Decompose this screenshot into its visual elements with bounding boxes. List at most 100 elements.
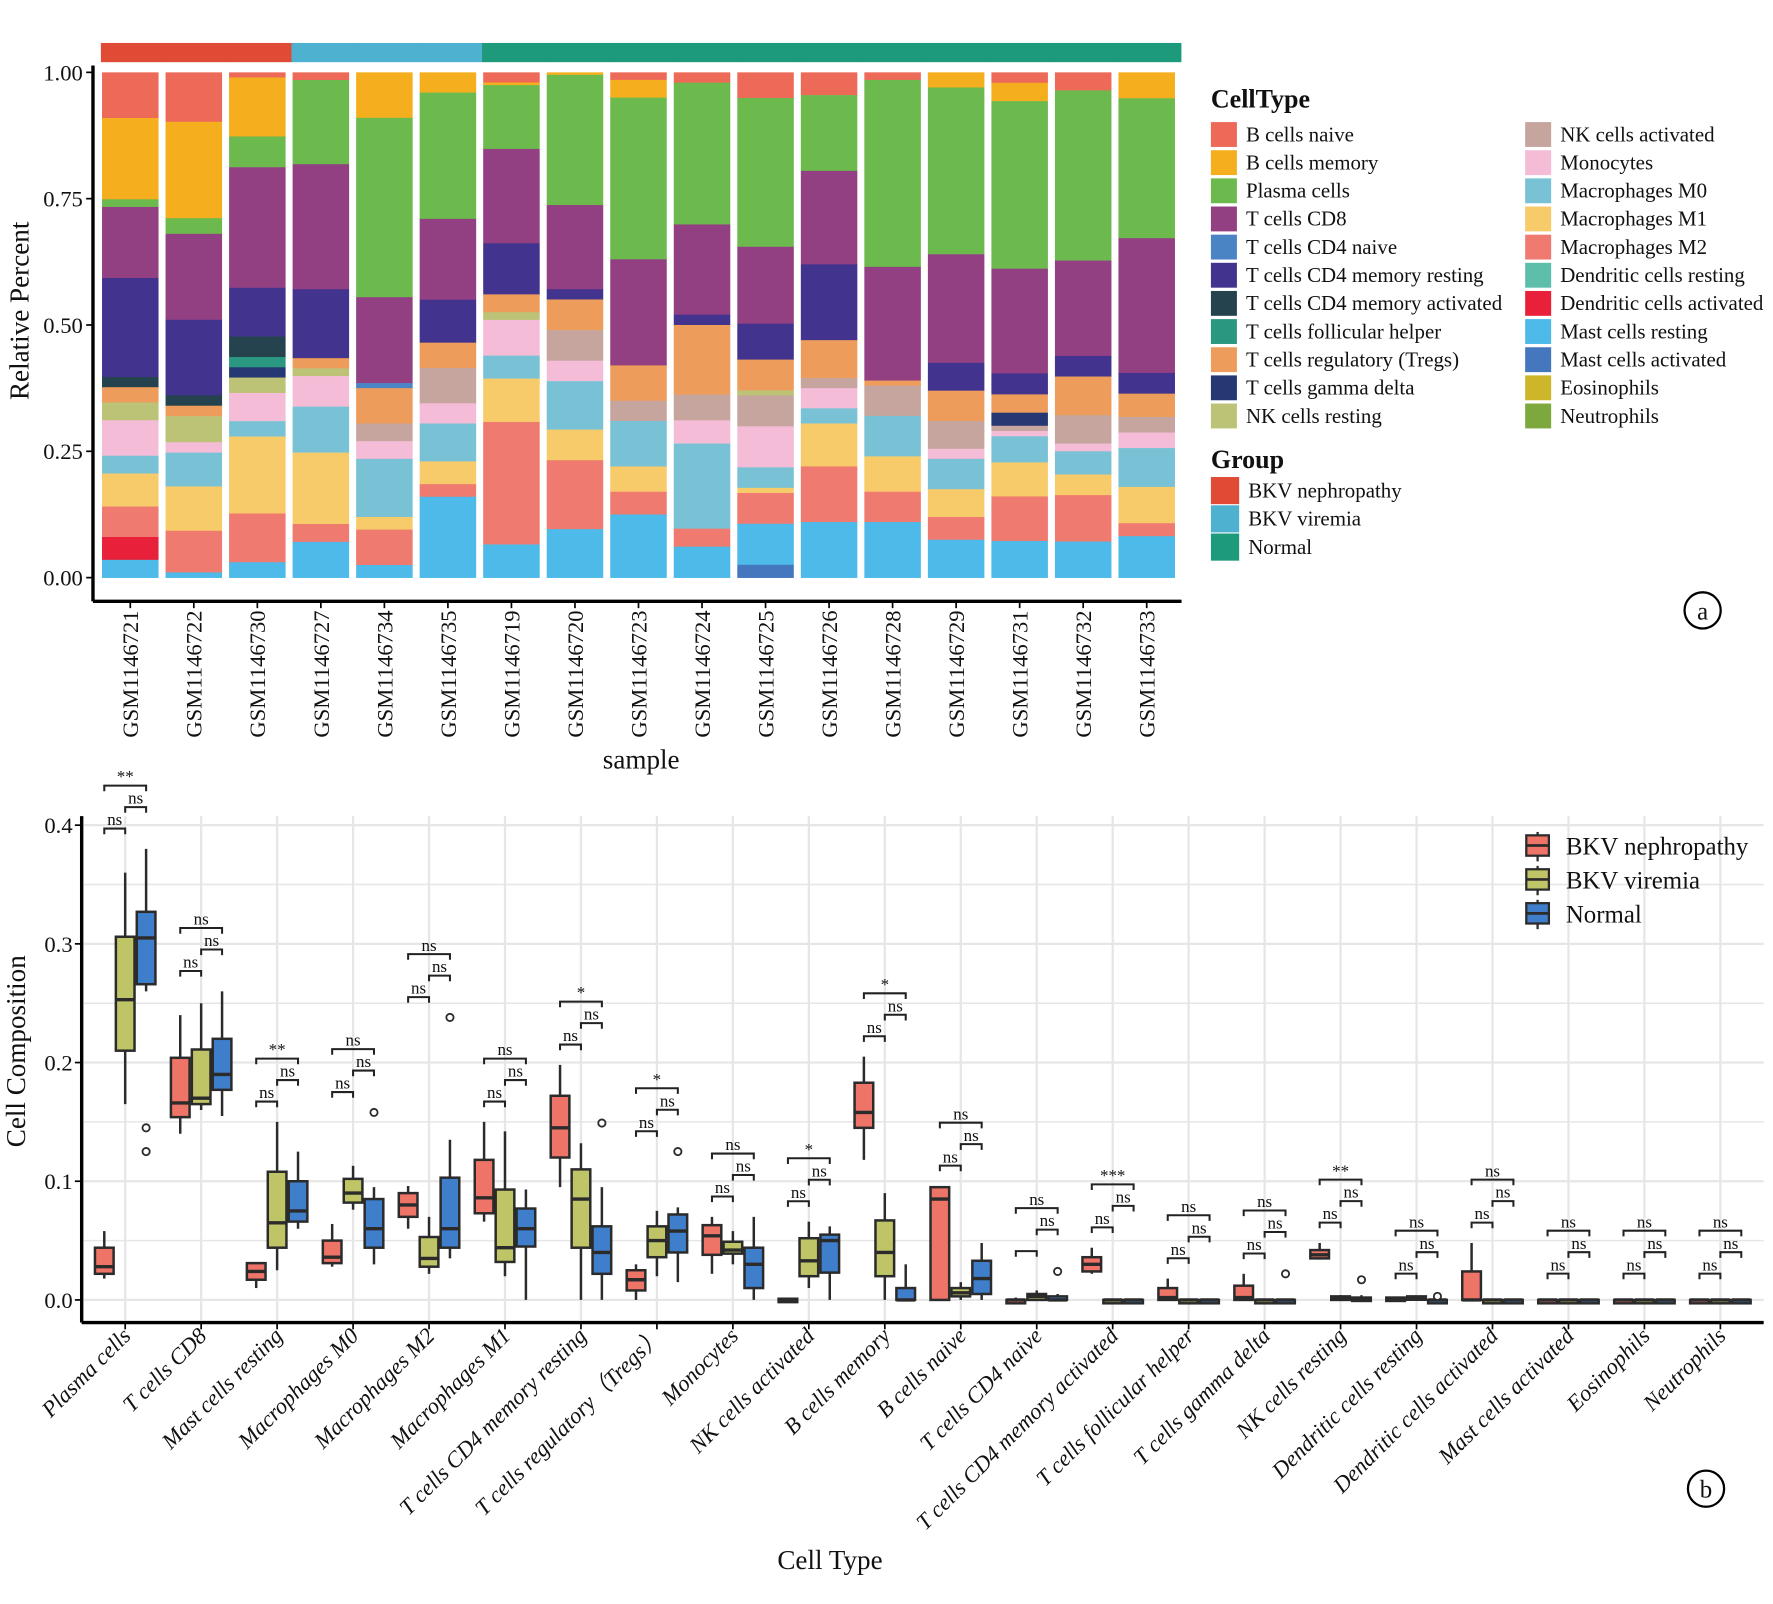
segment-mast-cells-resting xyxy=(483,544,540,578)
segment-b-cells-naive xyxy=(483,72,540,83)
significance-label: ns xyxy=(107,810,122,829)
bracket-nephropathy-vs-normal: * xyxy=(559,983,603,1008)
segment-macrophages-m1 xyxy=(483,378,540,423)
significance-label: ns xyxy=(660,1091,675,1110)
x-tick-label: GSM1146724 xyxy=(690,610,715,737)
segment-t-cells-regulatory-tregs xyxy=(292,358,350,369)
segment-macrophages-m0 xyxy=(1054,451,1112,475)
category-macrophages-m0 xyxy=(321,1107,385,1267)
x-tick-label: Plasma cells xyxy=(36,1323,136,1423)
legend-swatch xyxy=(1210,533,1240,561)
segment-b-cells-memory xyxy=(483,82,540,86)
legend-swatch xyxy=(1525,150,1552,176)
box-bkv-viremia xyxy=(950,1282,972,1300)
significance-label: * xyxy=(881,975,889,994)
legend-label: BKV nephropathy xyxy=(1248,478,1402,502)
legend-label: T cells CD4 memory resting xyxy=(1246,263,1484,287)
box-bkv-nephropathy xyxy=(701,1216,723,1274)
segment-macrophages-m1 xyxy=(610,466,667,493)
box-bkv-nephropathy xyxy=(93,1231,115,1279)
segment-plasma-cells xyxy=(1118,98,1175,239)
legend-item-monocytes: Monocytes xyxy=(1525,150,1653,176)
segment-t-cells-cd4-memory-activated xyxy=(229,336,286,358)
panel-a-stacked-bar-chart: 0.000.250.500.751.00 GSM1146721 GSM114672… xyxy=(5,42,1764,775)
box xyxy=(114,935,136,1052)
box-bkv-viremia xyxy=(190,1003,212,1111)
segment-macrophages-m1 xyxy=(165,486,223,532)
segment-monocytes xyxy=(991,431,1048,437)
segment-plasma-cells xyxy=(546,74,604,206)
segment-macrophages-m2 xyxy=(419,484,477,498)
segment-t-cells-cd8 xyxy=(102,206,159,279)
group-cell-normal xyxy=(736,42,801,63)
bracket xyxy=(1242,1252,1266,1260)
y-tick-label: 0.2 xyxy=(44,1050,72,1075)
box-bkv-viremia xyxy=(1633,1298,1655,1305)
bracket xyxy=(124,806,148,813)
box-bkv-viremia xyxy=(266,1121,288,1271)
segment-macrophages-m2 xyxy=(165,530,223,573)
box-normal xyxy=(743,1216,765,1300)
legend-item-bkv-nephropathy: BKV nephropathy xyxy=(1210,477,1402,505)
legend-item-t-cells-cd4-naive: T cells CD4 naive xyxy=(1210,234,1397,260)
bracket xyxy=(634,1087,679,1094)
legend-label: BKV viremia xyxy=(1248,507,1361,531)
segment-t-cells-regulatory-tregs xyxy=(419,342,477,369)
legend-swatch xyxy=(1210,505,1240,533)
significance-label: ns xyxy=(183,953,198,972)
bracket-nephropathy-vs-viremia: ns xyxy=(634,1113,658,1137)
segment-b-cells-memory xyxy=(102,118,159,200)
panel-b-box-plot: nsns**nsnsnsnsns**nsnsnsnsnsnsnsnsnsnsns… xyxy=(1,767,1764,1575)
segment-b-cells-memory xyxy=(927,72,985,88)
box xyxy=(743,1246,765,1290)
box-bkv-nephropathy xyxy=(1461,1242,1483,1302)
outlier-point xyxy=(673,1147,683,1157)
significance-label: ns xyxy=(1561,1212,1576,1231)
category-nk-cells-resting xyxy=(1309,1242,1373,1303)
segment-t-cells-cd8 xyxy=(610,259,667,366)
bracket xyxy=(503,1079,527,1086)
bracket xyxy=(883,1013,907,1021)
box xyxy=(211,1037,233,1092)
bracket xyxy=(1643,1251,1667,1258)
significance-label: ns xyxy=(1040,1211,1055,1230)
segment-plasma-cells xyxy=(864,79,921,268)
panel-b-label: b xyxy=(1686,1469,1726,1508)
box xyxy=(798,1236,820,1278)
bracket xyxy=(255,1100,279,1108)
bracket xyxy=(200,948,224,956)
category-t-cells-follicular-helper xyxy=(1157,1278,1221,1305)
significance-label: ns xyxy=(259,1083,274,1102)
segment-macrophages-m1 xyxy=(1118,486,1175,524)
x-tick-label: GSM1146730 xyxy=(245,610,270,737)
segment-t-cells-cd4-memory-resting xyxy=(165,319,223,396)
significance-label: * xyxy=(653,1070,661,1089)
segment-t-cells-cd4-memory-resting xyxy=(292,289,350,359)
legend-item-bkv-viremia: BKV viremia xyxy=(1210,505,1361,533)
segment-macrophages-m0 xyxy=(991,436,1048,463)
bracket-nephropathy-vs-viremia: ns xyxy=(255,1083,279,1108)
bracket xyxy=(710,1152,755,1160)
segment-plasma-cells xyxy=(419,92,477,220)
segment-macrophages-m0 xyxy=(356,458,413,518)
outlier-point xyxy=(1356,1275,1367,1285)
category-macrophages-m2 xyxy=(397,1012,461,1274)
legend-item-t-cells-follicular-helper: T cells follicular helper xyxy=(1210,319,1441,344)
box xyxy=(439,1176,461,1249)
bracket-nephropathy-vs-viremia: ns xyxy=(710,1178,734,1203)
bracket-viremia-vs-normal: ns xyxy=(731,1157,755,1181)
legend-swatch xyxy=(1525,347,1552,373)
box-normal xyxy=(1578,1298,1600,1305)
box-normal xyxy=(439,1012,461,1259)
segment-macrophages-m2 xyxy=(610,491,667,515)
segment-macrophages-m2 xyxy=(292,524,350,543)
segment-macrophages-m1 xyxy=(800,423,858,467)
significance-label: ns xyxy=(280,1062,295,1081)
significance-label: ns xyxy=(1409,1212,1424,1231)
bar-GSM1146728 xyxy=(864,72,921,578)
legend-item-eosinophils: Eosinophils xyxy=(1525,375,1659,401)
box-bkv-viremia xyxy=(1481,1298,1504,1305)
box-normal xyxy=(895,1264,917,1302)
bracket-nephropathy-vs-viremia: ns xyxy=(331,1074,355,1098)
segment-macrophages-m2 xyxy=(102,506,159,538)
